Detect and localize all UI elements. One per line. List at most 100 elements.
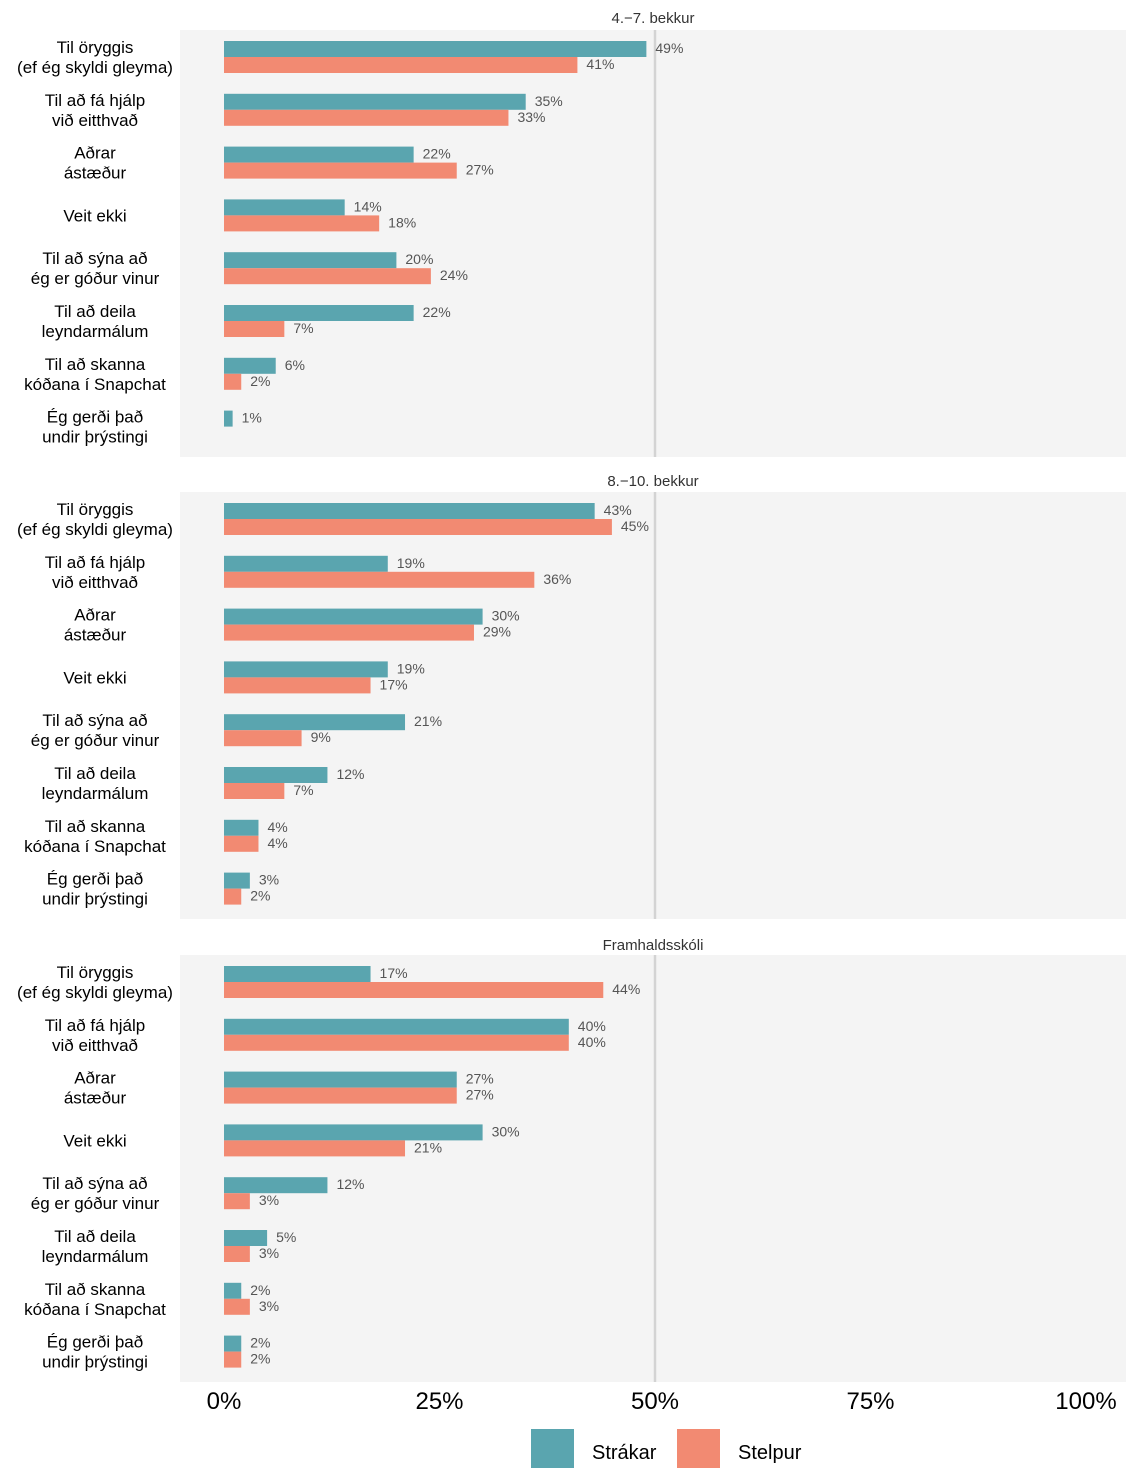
bar-girls bbox=[224, 677, 371, 694]
data-label: 30% bbox=[492, 608, 520, 624]
category-label: Til að deila leyndarmálum bbox=[42, 764, 149, 803]
bar-girls bbox=[224, 624, 474, 641]
category-label: Til að skanna kóðana í Snapchat bbox=[24, 1280, 166, 1319]
category-label-line: Til öryggis bbox=[57, 38, 134, 57]
bar-girls bbox=[224, 730, 302, 747]
data-label: 3% bbox=[259, 1298, 279, 1314]
data-label: 30% bbox=[492, 1123, 520, 1139]
legend-swatch-boys bbox=[531, 1429, 574, 1468]
category-label-line: kóðana í Snapchat bbox=[24, 837, 166, 856]
category-label-line: Til að sýna að bbox=[42, 1174, 147, 1193]
bar-girls bbox=[224, 321, 285, 337]
facet-title: Framhaldsskóli bbox=[603, 937, 704, 954]
data-label: 7% bbox=[293, 782, 313, 798]
data-label: 41% bbox=[586, 56, 614, 72]
bar-girls bbox=[224, 519, 612, 535]
bar-girls bbox=[224, 1193, 250, 1210]
category-label: Til að fá hjálp við eitthvað bbox=[45, 91, 145, 130]
data-label: 3% bbox=[259, 1245, 279, 1261]
category-label-line: ástæður bbox=[64, 164, 127, 183]
category-label: Til að fá hjálp við eitthvað bbox=[45, 553, 145, 592]
bar-boys bbox=[224, 1282, 242, 1299]
bar-boys bbox=[224, 146, 414, 163]
data-label: 2% bbox=[250, 1351, 270, 1367]
legend-label: Stelpur bbox=[738, 1442, 802, 1464]
category-label-line: Til að fá hjálp bbox=[45, 553, 145, 572]
category-label: Ég gerði það undir þrýstingi bbox=[42, 870, 148, 909]
bar-boys bbox=[224, 41, 647, 57]
facet-title: 4.−7. bekkur bbox=[612, 10, 695, 27]
data-label: 1% bbox=[242, 410, 262, 426]
bar-girls bbox=[224, 1140, 406, 1157]
category-label-line: Ég gerði það bbox=[47, 408, 143, 427]
category-label-line: ástæður bbox=[64, 1089, 127, 1108]
bar-girls bbox=[224, 835, 259, 852]
category-label-line: Ég gerði það bbox=[47, 870, 143, 889]
category-label-line: Aðrar bbox=[74, 144, 116, 163]
category-label-line: Til að fá hjálp bbox=[45, 1016, 145, 1035]
data-label: 18% bbox=[388, 214, 416, 230]
bar-boys bbox=[224, 1230, 268, 1246]
data-label: 4% bbox=[267, 819, 287, 835]
x-tick-label: 75% bbox=[846, 1388, 894, 1415]
category-label-line: Til að skanna bbox=[45, 817, 146, 836]
bar-girls bbox=[224, 215, 380, 232]
category-label-line: (ef ég skyldi gleyma) bbox=[17, 983, 173, 1002]
category-label: Til að sýna að ég er góður vinur bbox=[31, 711, 160, 750]
bar-boys bbox=[224, 199, 345, 216]
data-label: 43% bbox=[604, 502, 632, 518]
bar-boys bbox=[224, 1071, 457, 1088]
data-label: 40% bbox=[578, 1034, 606, 1050]
bar-boys bbox=[224, 93, 526, 110]
bar-girls bbox=[224, 1298, 250, 1315]
category-label-line: undir þrýstingi bbox=[42, 1353, 148, 1372]
category-label-line: Aðrar bbox=[74, 606, 116, 625]
data-label: 21% bbox=[414, 1139, 442, 1155]
data-label: 27% bbox=[466, 162, 494, 178]
data-label: 2% bbox=[250, 1282, 270, 1298]
category-label: Til að sýna að ég er góður vinur bbox=[31, 1174, 160, 1213]
data-label: 27% bbox=[466, 1087, 494, 1103]
data-label: 35% bbox=[535, 93, 563, 109]
category-label-line: Til að fá hjálp bbox=[45, 91, 145, 110]
bar-boys bbox=[224, 555, 388, 572]
data-label: 12% bbox=[336, 766, 364, 782]
x-tick-label: 50% bbox=[631, 1388, 679, 1415]
category-label: Aðrar ástæður bbox=[64, 1069, 127, 1108]
category-label-line: Til að skanna bbox=[45, 355, 146, 374]
bar-girls bbox=[224, 1246, 250, 1262]
bar-boys bbox=[224, 819, 259, 836]
data-label: 20% bbox=[405, 251, 433, 267]
bar-girls bbox=[224, 109, 509, 126]
bar-girls bbox=[224, 57, 578, 73]
bar-boys bbox=[224, 714, 406, 731]
category-label-line: við eitthvað bbox=[52, 1036, 138, 1055]
data-label: 4% bbox=[267, 835, 287, 851]
data-label: 12% bbox=[336, 1176, 364, 1192]
category-label: Til að skanna kóðana í Snapchat bbox=[24, 355, 166, 394]
category-label-line: leyndarmálum bbox=[42, 1247, 149, 1266]
bar-boys bbox=[224, 305, 414, 321]
category-label: Til að deila leyndarmálum bbox=[42, 302, 149, 341]
category-label: Ég gerði það undir þrýstingi bbox=[42, 1333, 148, 1372]
category-label-line: ástæður bbox=[64, 626, 127, 645]
data-label: 7% bbox=[293, 320, 313, 336]
category-label: Til öryggis (ef ég skyldi gleyma) bbox=[17, 500, 173, 539]
data-label: 44% bbox=[612, 981, 640, 997]
category-label: Aðrar ástæður bbox=[64, 144, 127, 183]
bar-boys bbox=[224, 252, 397, 269]
category-label-line: (ef ég skyldi gleyma) bbox=[17, 58, 173, 77]
category-label-line: Til að deila bbox=[54, 302, 136, 321]
category-label-line: Ég gerði það bbox=[47, 1333, 143, 1352]
category-label: Aðrar ástæður bbox=[64, 606, 127, 645]
data-label: 14% bbox=[354, 198, 382, 214]
category-label-line: Til að sýna að bbox=[42, 249, 147, 268]
data-label: 19% bbox=[397, 555, 425, 571]
data-label: 22% bbox=[423, 146, 451, 162]
bar-girls bbox=[224, 1087, 457, 1104]
data-label: 19% bbox=[397, 660, 425, 676]
bar-boys bbox=[224, 1124, 483, 1141]
data-label: 45% bbox=[621, 518, 649, 534]
data-label: 22% bbox=[423, 304, 451, 320]
